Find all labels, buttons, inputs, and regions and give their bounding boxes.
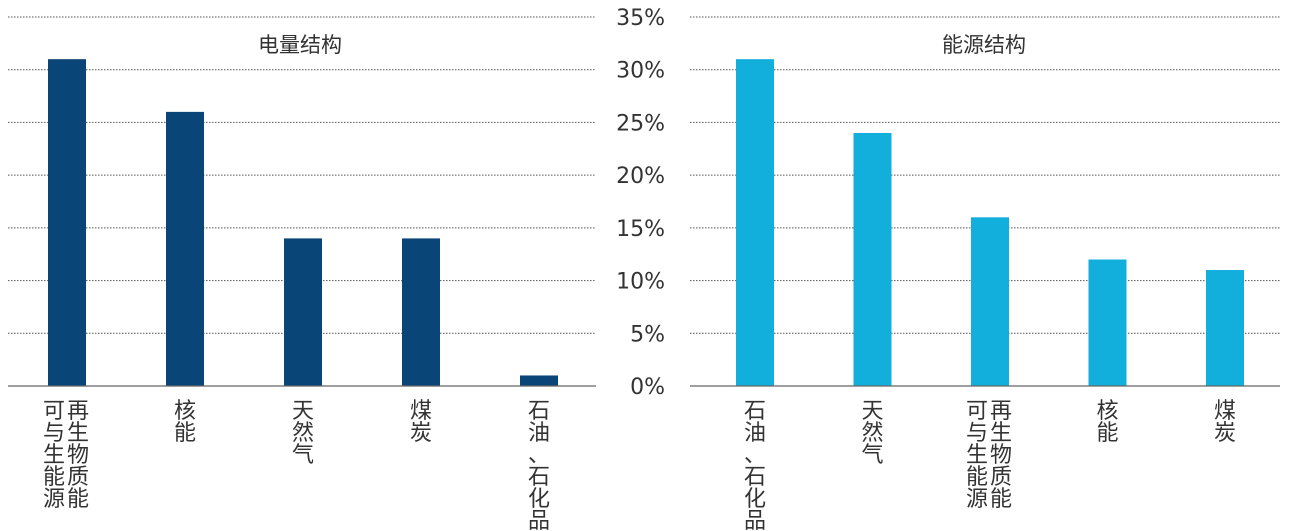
bar bbox=[971, 217, 1009, 386]
category-label: 石 bbox=[744, 465, 766, 490]
category-label: 炭 bbox=[1214, 421, 1236, 446]
category-label: 油 bbox=[744, 421, 766, 446]
y-tick-label: 20% bbox=[616, 164, 665, 189]
category-label: 能质 bbox=[966, 465, 1014, 490]
category-label: 核 bbox=[1096, 399, 1118, 424]
category-label: 能质 bbox=[43, 465, 91, 490]
y-tick-label: 15% bbox=[616, 217, 665, 242]
category-label: 石 bbox=[528, 465, 550, 490]
category-label: 核 bbox=[174, 399, 196, 424]
category-label: 气 bbox=[861, 443, 883, 468]
category-label: 源能 bbox=[966, 487, 1014, 512]
left-bars bbox=[48, 59, 558, 387]
y-tick-label: 0% bbox=[630, 375, 665, 400]
category-label: 能 bbox=[1096, 421, 1118, 446]
category-label: 天 bbox=[861, 399, 883, 424]
bar bbox=[736, 59, 774, 387]
category-label: 石 bbox=[528, 399, 550, 424]
category-label: 、 bbox=[744, 443, 766, 468]
category-label: 气 bbox=[292, 443, 314, 468]
category-label: 炭 bbox=[410, 421, 432, 446]
category-label: 石 bbox=[744, 399, 766, 424]
category-label: 源能 bbox=[43, 487, 91, 512]
y-tick-label: 30% bbox=[616, 59, 665, 84]
category-label: 化 bbox=[528, 487, 550, 512]
category-label: 然 bbox=[292, 421, 314, 446]
category-label: 煤 bbox=[410, 399, 432, 424]
bar bbox=[48, 59, 86, 387]
y-tick-label: 35% bbox=[616, 6, 665, 31]
y-tick-label: 25% bbox=[616, 111, 665, 136]
category-label: 品 bbox=[528, 509, 550, 531]
category-label: 天 bbox=[292, 399, 314, 424]
category-label: 生物 bbox=[43, 443, 91, 468]
y-tick-label: 5% bbox=[630, 322, 665, 347]
category-label: 能 bbox=[174, 421, 196, 446]
category-label: 与生 bbox=[43, 421, 91, 446]
category-label: 化 bbox=[744, 487, 766, 512]
bar bbox=[520, 375, 558, 386]
left-chart-title: 电量结构 bbox=[258, 33, 342, 57]
right-y-tick-labels: 0% 5% 10% 15% 20% 25% 30% 35% bbox=[616, 6, 665, 400]
bar bbox=[1206, 270, 1244, 386]
bar bbox=[1088, 259, 1127, 386]
category-label: 与生 bbox=[966, 421, 1014, 446]
right-chart-title: 能源结构 bbox=[942, 33, 1026, 57]
bar bbox=[853, 132, 892, 386]
category-label: 生物 bbox=[966, 443, 1014, 468]
right-bars bbox=[736, 59, 1244, 387]
bar bbox=[166, 111, 204, 386]
bar bbox=[402, 238, 440, 386]
bar bbox=[284, 238, 322, 386]
category-label: 品 bbox=[744, 509, 766, 531]
category-label: 可再 bbox=[966, 399, 1014, 424]
energy-structure-chart: 0%5%10%15%20%25%30%35% 能源结构 石油、石化品天然气可再与… bbox=[616, 6, 1280, 531]
category-label: 油 bbox=[528, 421, 550, 446]
category-label: 煤 bbox=[1214, 399, 1236, 424]
category-label: 、 bbox=[528, 443, 550, 468]
y-tick-label: 10% bbox=[616, 270, 665, 295]
category-label: 然 bbox=[861, 421, 883, 446]
category-label: 可再 bbox=[43, 399, 91, 424]
